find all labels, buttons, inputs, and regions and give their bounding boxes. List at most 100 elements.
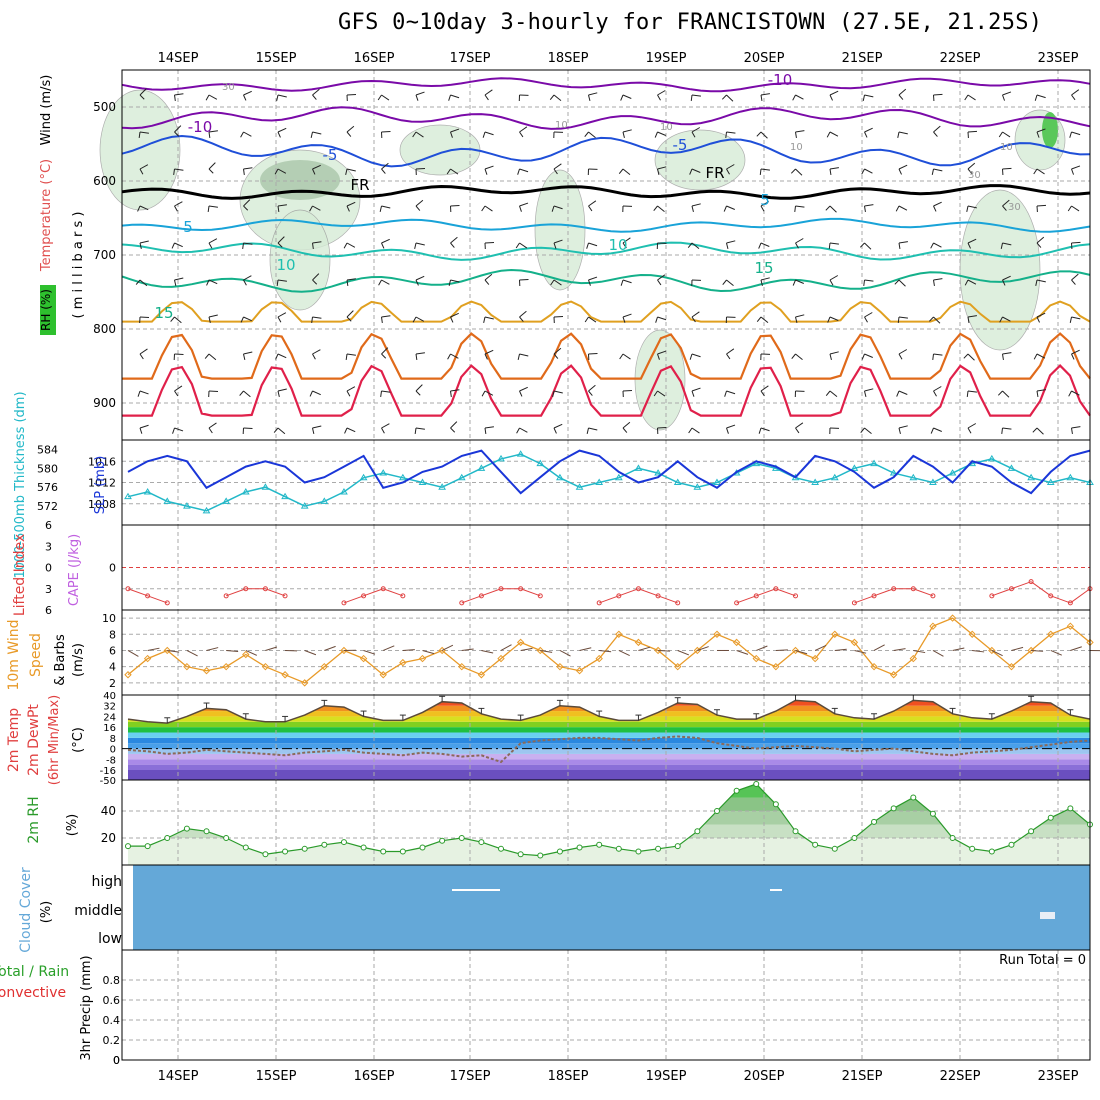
wind-barb [579,647,592,651]
rh-point [301,845,308,852]
slp-tick-label: 1008 [88,498,116,511]
wind-barb [484,131,494,136]
wind-barb [967,316,970,324]
wind-barb [588,242,598,247]
wind-barb [520,647,533,651]
wind-barb [174,277,184,281]
wind-barb [274,168,279,175]
wind-barb [758,242,762,249]
wind-barb [139,390,149,395]
wind-barb [208,427,213,434]
wind-barb [380,390,382,398]
wind-barb [277,168,287,174]
wind-barb [588,316,597,323]
thickness-point [124,492,132,500]
thickness-point [398,473,407,481]
isotherm-label: FR [705,164,724,182]
wind-barb [208,205,218,208]
wind-speed-point [772,662,780,671]
wind-barb [346,242,356,248]
wind-barb [913,649,926,654]
wind-barb [588,390,593,396]
wind-barb [243,275,252,281]
wind-barb [549,94,555,100]
wind-barb [691,131,696,138]
wind-barb [654,131,658,138]
bottom-day-label: 23SEP [1038,1069,1079,1084]
wind-barb [726,242,729,249]
wind-barb [829,275,839,281]
wind-barb [1071,316,1081,320]
wind-barb [312,241,322,244]
lifted-index-segment [343,595,364,604]
wind-barb [174,168,184,171]
isotherm-line [122,332,1091,380]
wind-barb [226,649,239,653]
wind-barb [588,384,596,392]
thickness-tick-label: 576 [37,481,58,494]
temp-color-band [128,764,1090,770]
rh-point [772,801,779,808]
wind-barb [1036,427,1044,435]
isotherm-label: 10 [608,236,627,254]
wind-speed-point [281,671,289,679]
wind-barb [760,385,769,392]
wind-barb [277,427,286,435]
wind-barb [481,649,494,654]
wind-barb [127,650,139,657]
wind-barb [173,168,175,176]
wind-barb [657,131,666,136]
wind-barb [345,168,348,175]
wind-barb [898,425,908,429]
lifted-index-segment [736,595,757,604]
wind-barb [450,128,460,133]
wind-barb [139,424,149,429]
wind-barb [1071,89,1080,96]
wind-barb [381,316,383,324]
thickness-point [870,459,878,467]
lifted-index-tick-label: 3 [45,583,52,596]
wind-speed-point [948,614,957,622]
wind-barb [756,645,768,651]
wind-barb [446,168,451,175]
bottom-day-label: 16SEP [354,1069,395,1084]
wind-barb [553,423,563,429]
rh-point [615,845,622,852]
precip-unit-label: 3hr Precip (mm) [79,955,94,1060]
wind-barb [484,427,487,435]
wind-barb [758,427,762,434]
wind-barb [967,390,977,393]
thickness-point [654,469,662,476]
wind-barb [618,168,624,174]
wind-barb [1070,646,1082,651]
wind-barb [898,164,908,170]
wind-barb [1068,390,1072,397]
wind-barb [243,131,252,137]
wind-barb [381,279,390,285]
wind-barb [450,131,453,138]
wind-barb [827,316,831,323]
wind-tick-label: 4 [109,661,116,674]
wind-barb [790,168,796,174]
lifted-index-point [1067,600,1073,606]
wind-speed-point [1066,622,1075,630]
temp-color-band [128,759,1090,765]
rh-point [242,844,249,851]
dewpoint-line [127,735,1091,764]
wind-barb [586,242,589,249]
wind-barb [775,649,788,651]
lifted-index-segment [756,588,777,597]
wind-barb [619,353,624,360]
wind-barb [933,386,942,392]
rh-point [694,828,701,835]
wind-barb [584,316,589,323]
lifted-index-tick-label: 0 [45,562,52,575]
top-day-label: 18SEP [548,51,589,66]
pressure-tick-label: 500 [93,100,116,114]
wind-barb [864,168,873,174]
rh-point [596,841,603,848]
wind-barb [309,205,313,212]
wind-barb [312,88,320,96]
wind-barb [206,647,219,651]
